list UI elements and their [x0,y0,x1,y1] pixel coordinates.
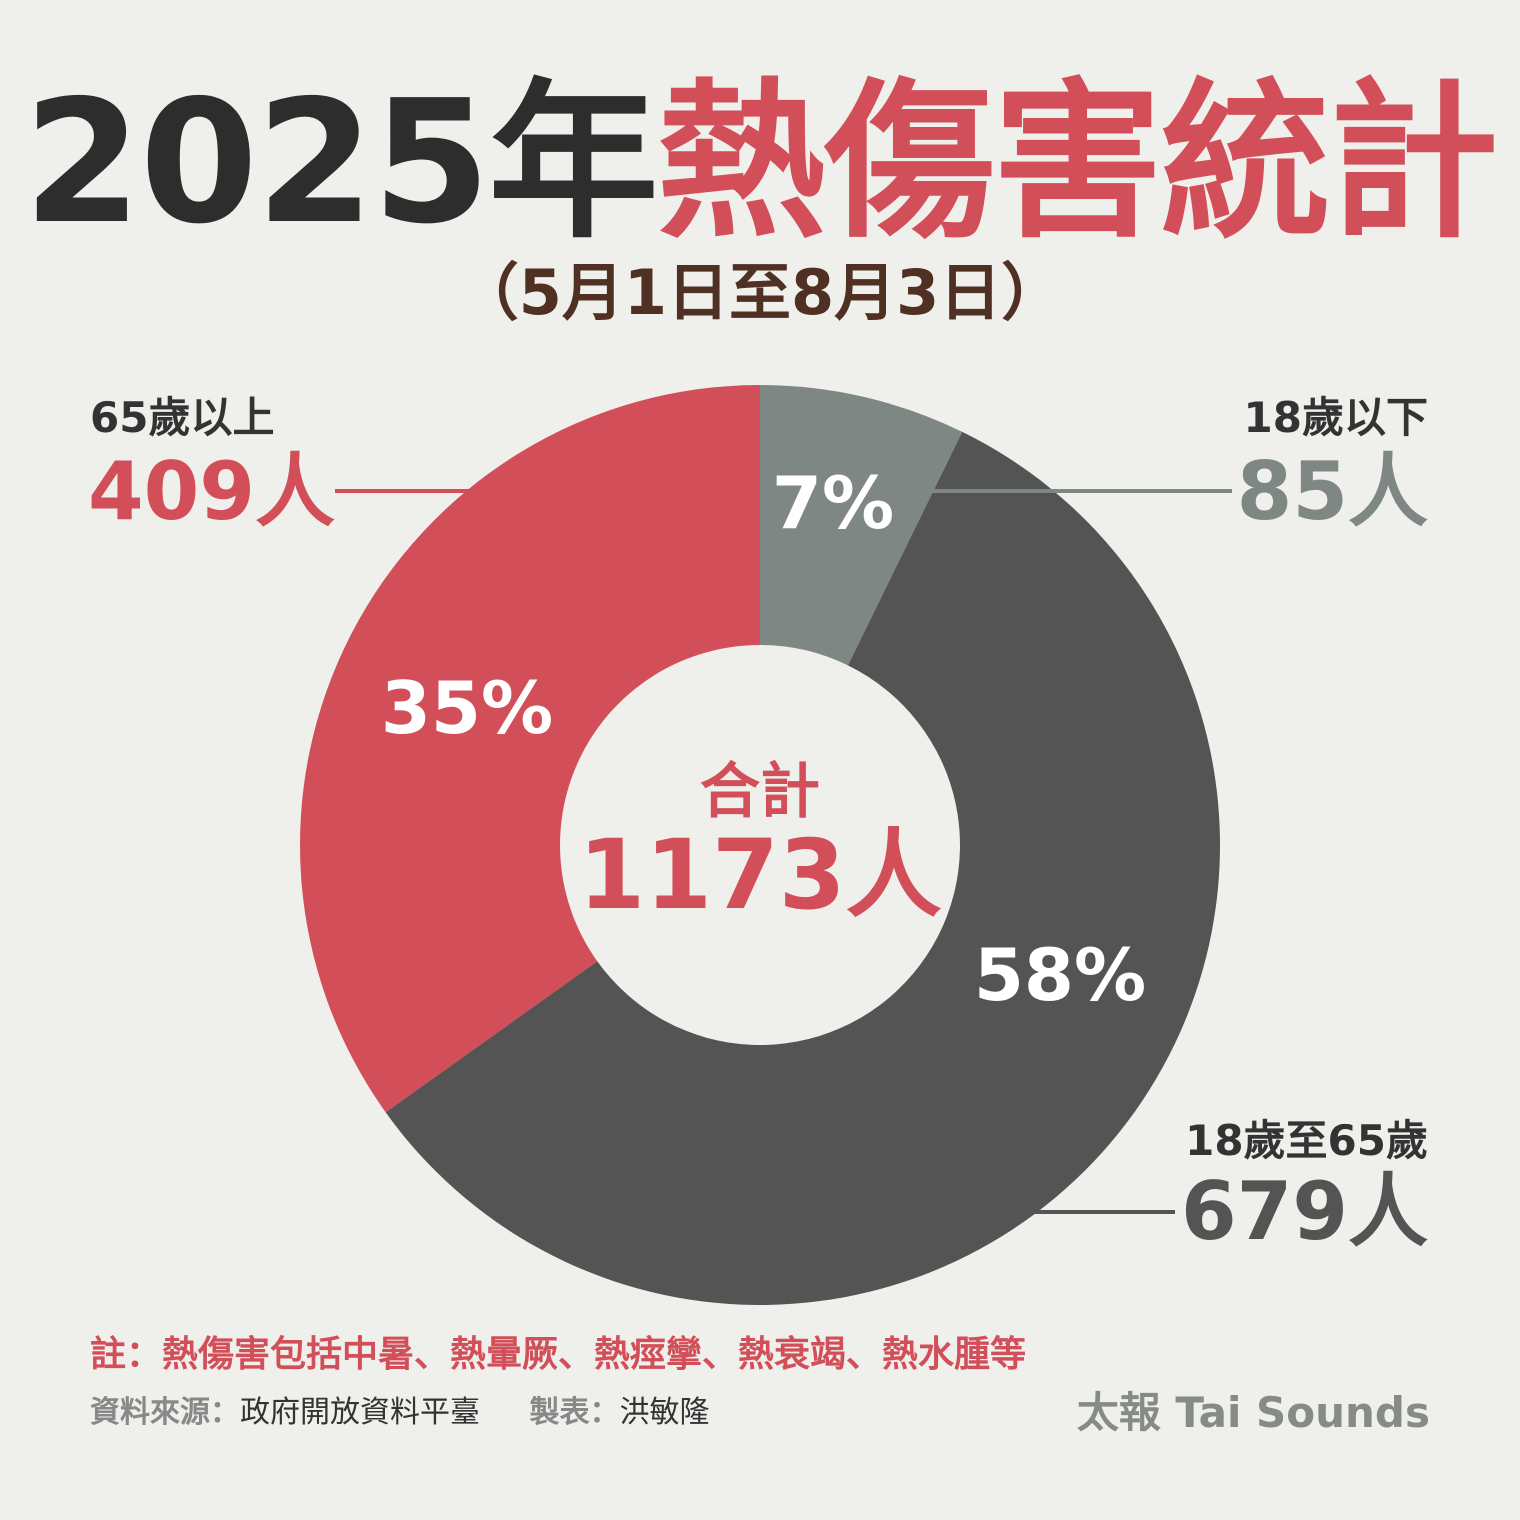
source-value: 政府開放資料平臺 [240,1395,480,1430]
count-under-18: 85人 [1236,445,1428,538]
donut-slice [385,431,1221,1306]
label-under-18: 18歲以下 [1243,393,1428,442]
label-65-plus: 65歲以上 [90,393,275,442]
title-main: 熱傷害統計 [656,64,1499,262]
label-18-to-65: 18歲至65歲 [1185,1116,1428,1165]
brand-logo: 太報 Tai Sounds [1076,1388,1430,1437]
chart-title: 2025年熱傷害統計 [0,78,1520,248]
percent-label: 35% [381,666,553,750]
total-value: 1173人 [578,819,941,931]
title-year: 2025年 [23,64,658,262]
credit: 製表：洪敏隆 [530,1395,710,1430]
source-label: 資料來源： [90,1395,240,1430]
footnote: 註：熱傷害包括中暑、熱暈厥、熱痙攣、熱衰竭、熱水腫等 [90,1334,1027,1375]
credit-label: 製表： [529,1395,620,1430]
percent-label: 58% [974,933,1146,1017]
donut-slice [300,385,760,1113]
count-18-to-65: 679人 [1181,1165,1428,1258]
total-label: 合計 [700,757,820,827]
count-65-plus: 409人 [88,445,335,538]
credit-value: 洪敏隆 [619,1395,710,1430]
percent-label: 7% [772,461,894,545]
chart-subtitle: （5月1日至8月3日） [456,256,1064,329]
source-line: 資料來源：政府開放資料平臺 製表：洪敏隆 [90,1398,710,1428]
donut-slice [760,385,963,666]
